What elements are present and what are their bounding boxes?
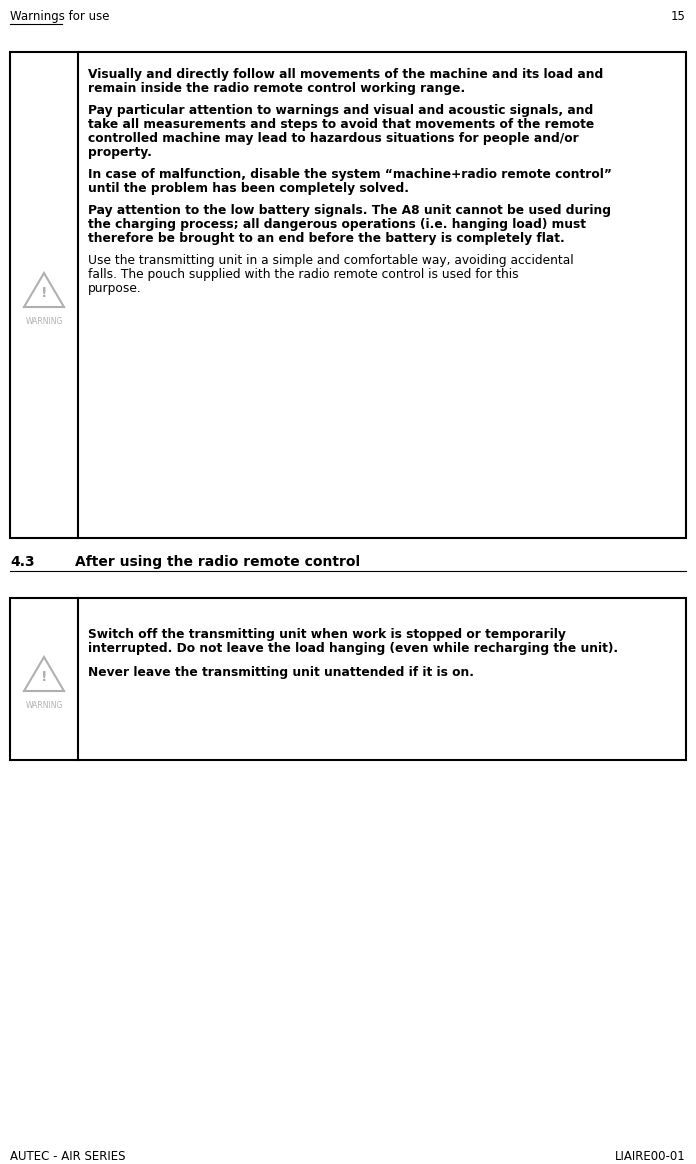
Text: take all measurements and steps to avoid that movements of the remote: take all measurements and steps to avoid… — [88, 118, 594, 132]
Bar — [10, 598, 686, 760]
Text: remain inside the radio remote control working range.: remain inside the radio remote control w… — [88, 81, 465, 95]
Text: WARNING: WARNING — [25, 701, 63, 710]
Text: falls. The pouch supplied with the radio remote control is used for this: falls. The pouch supplied with the radio… — [88, 268, 519, 281]
Text: therefore be brought to an end before the battery is completely flat.: therefore be brought to an end before th… — [88, 232, 564, 244]
Text: Warnings for use: Warnings for use — [10, 10, 109, 23]
Bar — [10, 52, 686, 538]
Polygon shape — [24, 656, 64, 691]
Text: In case of malfunction, disable the system “machine+radio remote control”: In case of malfunction, disable the syst… — [88, 168, 612, 180]
Text: property.: property. — [88, 146, 152, 159]
Text: controlled machine may lead to hazardous situations for people and/or: controlled machine may lead to hazardous… — [88, 132, 579, 146]
Text: the charging process; all dangerous operations (i.e. hanging load) must: the charging process; all dangerous oper… — [88, 218, 586, 230]
Text: Switch off the transmitting unit when work is stopped or temporarily: Switch off the transmitting unit when wo… — [88, 629, 566, 641]
Text: Pay particular attention to warnings and visual and acoustic signals, and: Pay particular attention to warnings and… — [88, 104, 593, 118]
Text: Visually and directly follow all movements of the machine and its load and: Visually and directly follow all movemen… — [88, 68, 603, 81]
Text: LIAIRE00-01: LIAIRE00-01 — [615, 1150, 686, 1163]
Text: 15: 15 — [671, 10, 686, 23]
Text: 4.3: 4.3 — [10, 555, 35, 569]
Text: until the problem has been completely solved.: until the problem has been completely so… — [88, 182, 409, 196]
Text: Never leave the transmitting unit unattended if it is on.: Never leave the transmitting unit unatte… — [88, 666, 474, 679]
Polygon shape — [24, 274, 64, 307]
Text: After using the radio remote control: After using the radio remote control — [75, 555, 360, 569]
Text: AUTEC - AIR SERIES: AUTEC - AIR SERIES — [10, 1150, 125, 1163]
Text: interrupted. Do not leave the load hanging (even while recharging the unit).: interrupted. Do not leave the load hangi… — [88, 643, 618, 655]
Text: purpose.: purpose. — [88, 282, 142, 294]
Text: !: ! — [41, 670, 47, 684]
Text: WARNING: WARNING — [25, 317, 63, 326]
Text: !: ! — [41, 286, 47, 300]
Text: Pay attention to the low battery signals. The A8 unit cannot be used during: Pay attention to the low battery signals… — [88, 204, 611, 217]
Text: Use the transmitting unit in a simple and comfortable way, avoiding accidental: Use the transmitting unit in a simple an… — [88, 254, 574, 267]
